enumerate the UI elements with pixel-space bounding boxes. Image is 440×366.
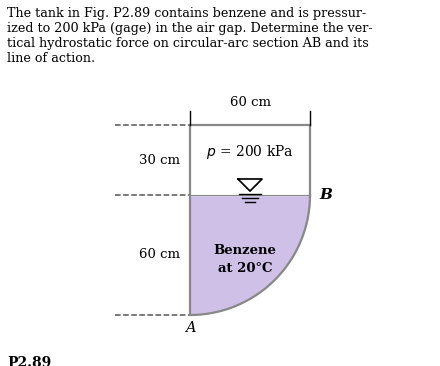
Text: 60 cm: 60 cm <box>230 96 271 109</box>
Text: P2.89: P2.89 <box>7 356 51 366</box>
Polygon shape <box>238 179 262 191</box>
Text: Benzene
at 20°C: Benzene at 20°C <box>213 244 276 276</box>
Polygon shape <box>190 195 310 315</box>
Polygon shape <box>238 179 262 191</box>
Text: A: A <box>185 321 195 335</box>
Polygon shape <box>190 125 310 195</box>
Text: The tank in Fig. P2.89 contains benzene and is pressur-
ized to 200 kPa (gage) i: The tank in Fig. P2.89 contains benzene … <box>7 7 373 65</box>
Text: B: B <box>319 188 332 202</box>
Text: 60 cm: 60 cm <box>139 249 180 261</box>
Text: 30 cm: 30 cm <box>139 153 180 167</box>
Text: $p$ = 200 kPa: $p$ = 200 kPa <box>206 143 294 161</box>
